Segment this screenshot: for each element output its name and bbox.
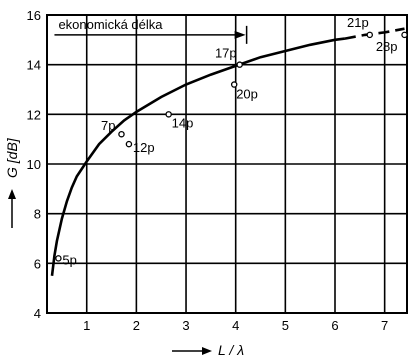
annotation-layer: ekonomická délka: [54, 17, 248, 44]
marker-5p: [55, 255, 62, 262]
marker-20p: [230, 81, 238, 88]
x-tick-label-4: 4: [232, 318, 239, 333]
marker-7p: [118, 130, 125, 138]
y-tick-label-4: 4: [34, 306, 41, 321]
y-axis-label: G [dB]: [4, 137, 20, 178]
marker-28p: [401, 31, 408, 39]
y-tick-label-8: 8: [34, 207, 41, 222]
marker-label-21p: 21p: [347, 15, 369, 30]
series-line-0: [50, 37, 346, 276]
marker-label-7p: 7p: [101, 118, 115, 133]
grid-layer: [46, 14, 408, 314]
marker-label-28p: 28p: [376, 39, 398, 54]
x-tick-label-6: 6: [331, 318, 338, 333]
marker-21p: [366, 31, 374, 39]
x-tick-label-1: 1: [83, 318, 90, 333]
marker-layer: 5p 7p 12p 14p 17p 20p 21p 28p: [55, 15, 408, 267]
x-axis-label: L / λ: [218, 342, 244, 358]
marker-14p: [165, 111, 172, 118]
x-tick-label-7: 7: [381, 318, 388, 333]
annotation-arrow-head: [234, 30, 246, 39]
x-axis-label-group: L / λ: [172, 342, 244, 358]
x-tick-label-3: 3: [182, 318, 189, 333]
series-line-1: [344, 27, 405, 40]
y-tick-label-12: 12: [27, 107, 41, 122]
plot-frame: [46, 14, 408, 314]
marker-label-20p: 20p: [236, 87, 258, 102]
y-tick-label-16: 16: [27, 8, 41, 23]
y-tick-label-6: 6: [34, 256, 41, 271]
x-tick-label-5: 5: [282, 318, 289, 333]
y-axis-label-group: G [dB]: [4, 137, 20, 228]
marker-label-17p: 17p: [215, 46, 237, 61]
marker-label-12p: 12p: [133, 140, 155, 155]
marker-label-5p: 5p: [62, 252, 76, 267]
marker-17p: [236, 61, 243, 68]
annotation-text: ekonomická délka: [58, 17, 163, 32]
curve-layer: [50, 27, 405, 276]
marker-12p: [125, 140, 133, 148]
y-tick-label-14: 14: [27, 58, 41, 73]
x-tick-label-2: 2: [133, 318, 140, 333]
y-tick-label-10: 10: [27, 157, 41, 172]
marker-label-14p: 14p: [172, 115, 194, 130]
